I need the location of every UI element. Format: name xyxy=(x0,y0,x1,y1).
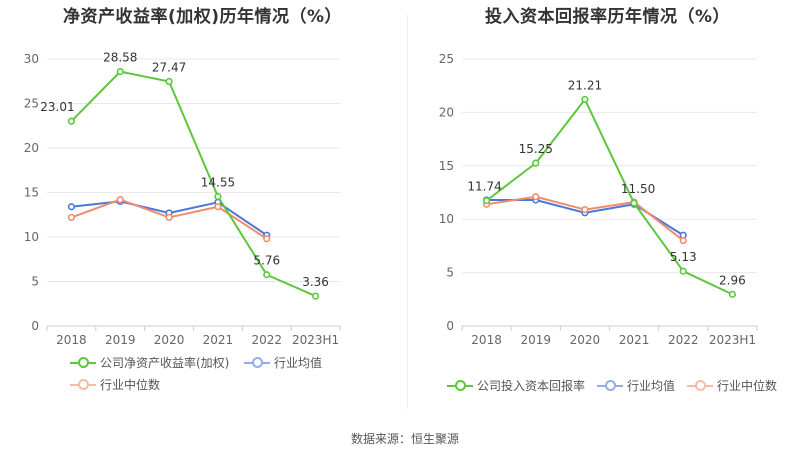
data-point[interactable] xyxy=(165,77,173,86)
legend-item[interactable]: 行业中位数 xyxy=(70,376,160,393)
data-label: 15.25 xyxy=(519,142,553,156)
data-point[interactable] xyxy=(679,267,687,275)
data-point[interactable] xyxy=(679,236,687,245)
legend-label: 行业均值 xyxy=(627,379,676,393)
data-point[interactable] xyxy=(67,117,76,125)
data-point[interactable] xyxy=(214,203,222,211)
y-tick-label: 30 xyxy=(24,52,39,66)
y-tick-label: 0 xyxy=(446,319,454,333)
legend-item[interactable]: 行业中位数 xyxy=(687,377,777,394)
data-label: 28.58 xyxy=(103,51,137,65)
legend-label: 行业中位数 xyxy=(100,378,161,392)
x-tick-label: 2021 xyxy=(203,333,234,347)
data-label: 21.21 xyxy=(568,78,602,92)
legend-marker-icon xyxy=(244,356,270,369)
y-tick-label: 5 xyxy=(31,275,39,289)
data-point[interactable] xyxy=(263,271,271,279)
data-label: 23.01 xyxy=(40,100,74,114)
legend-item[interactable]: 公司投入资本回报率 xyxy=(447,377,585,394)
data-point[interactable] xyxy=(67,203,76,211)
data-source: 数据来源：恒生聚源 xyxy=(350,432,459,446)
data-point[interactable] xyxy=(581,205,589,214)
series-line xyxy=(485,98,733,296)
data-point[interactable] xyxy=(116,68,124,76)
data-label: 5.13 xyxy=(670,250,697,264)
x-tick-label: 2020 xyxy=(154,333,185,347)
data-point[interactable] xyxy=(482,197,491,205)
y-tick-label: 10 xyxy=(24,230,39,244)
data-label: 11.74 xyxy=(467,180,501,194)
legend-marker-icon xyxy=(597,379,623,392)
y-tick-label: 25 xyxy=(439,52,454,66)
y-tick-label: 20 xyxy=(439,105,454,119)
data-point[interactable] xyxy=(116,196,124,204)
x-tick-label: 2018 xyxy=(471,333,502,347)
data-point[interactable] xyxy=(214,192,222,201)
data-label: 11.50 xyxy=(621,182,655,196)
data-label: 27.47 xyxy=(152,61,186,75)
series-line xyxy=(486,195,684,242)
x-tick-label: 2023H1 xyxy=(292,333,339,347)
legend-label: 公司净资产收益率(加权) xyxy=(100,356,230,370)
roe-plot: 0 5 10 15 20 25 30 2018 2019 2020 2021 2022 2023H1 23… xyxy=(24,51,341,347)
x-tick-label: 2018 xyxy=(56,333,87,347)
data-label: 3.36 xyxy=(302,275,329,289)
data-label: 2.96 xyxy=(719,273,746,287)
data-point[interactable] xyxy=(532,193,540,201)
x-tick-label: 2019 xyxy=(105,333,136,347)
y-tick-label: 20 xyxy=(24,141,39,155)
x-tick-label: 2023H1 xyxy=(709,333,756,347)
data-point[interactable] xyxy=(263,235,271,243)
x-tick-label: 2020 xyxy=(570,333,601,347)
data-label: 5.76 xyxy=(253,254,280,268)
roe-chart-title: 净资产收益率(加权)历年情况（%） xyxy=(62,7,343,27)
legend-marker-icon xyxy=(687,379,713,392)
y-tick-label: 15 xyxy=(439,159,454,173)
legend-item[interactable]: 行业均值 xyxy=(597,377,675,394)
roe-chart: 净资产收益率(加权)历年情况（%） 0 5 10 15 20 25 30 2018 2019 20… xyxy=(0,0,405,420)
y-tick-label: 10 xyxy=(439,212,454,226)
y-tick-label: 5 xyxy=(446,266,454,280)
roic-chart-title: 投入资本回报率历年情况（%） xyxy=(484,7,731,27)
legend-marker-icon xyxy=(447,379,473,392)
x-tick-label: 2022 xyxy=(251,333,282,347)
y-tick-label: 25 xyxy=(24,97,39,111)
legend-marker-icon xyxy=(70,356,96,369)
series-line xyxy=(70,70,316,298)
x-tick-label: 2022 xyxy=(668,333,699,347)
legend-label: 公司投入资本回报率 xyxy=(477,379,586,393)
y-tick-label: 15 xyxy=(24,186,39,200)
data-label: 14.55 xyxy=(201,176,235,190)
data-point[interactable] xyxy=(532,159,540,167)
y-tick-label: 0 xyxy=(31,319,39,333)
legend-marker-icon xyxy=(70,378,96,391)
panel-divider xyxy=(407,14,408,409)
data-point[interactable] xyxy=(728,290,737,298)
data-point[interactable] xyxy=(165,213,173,222)
roic-plot: 0 5 10 15 20 25 2018 2019 2020 2021 2022 2023H1 11.7… xyxy=(439,52,758,347)
data-point[interactable] xyxy=(630,199,638,207)
x-tick-label: 2021 xyxy=(619,333,650,347)
legend-item[interactable]: 公司净资产收益率(加权) xyxy=(70,354,229,371)
roic-chart: 投入资本回报率历年情况（%） 0 5 10 15 20 25 2018 2019 2020 202… xyxy=(405,0,810,420)
legend-label: 行业均值 xyxy=(274,356,323,370)
legend-item[interactable]: 行业均值 xyxy=(244,354,322,371)
data-point[interactable] xyxy=(311,292,320,300)
x-tick-label: 2019 xyxy=(520,333,551,347)
legend-label: 行业中位数 xyxy=(717,379,778,393)
data-point[interactable] xyxy=(581,95,589,104)
data-point[interactable] xyxy=(67,213,76,222)
